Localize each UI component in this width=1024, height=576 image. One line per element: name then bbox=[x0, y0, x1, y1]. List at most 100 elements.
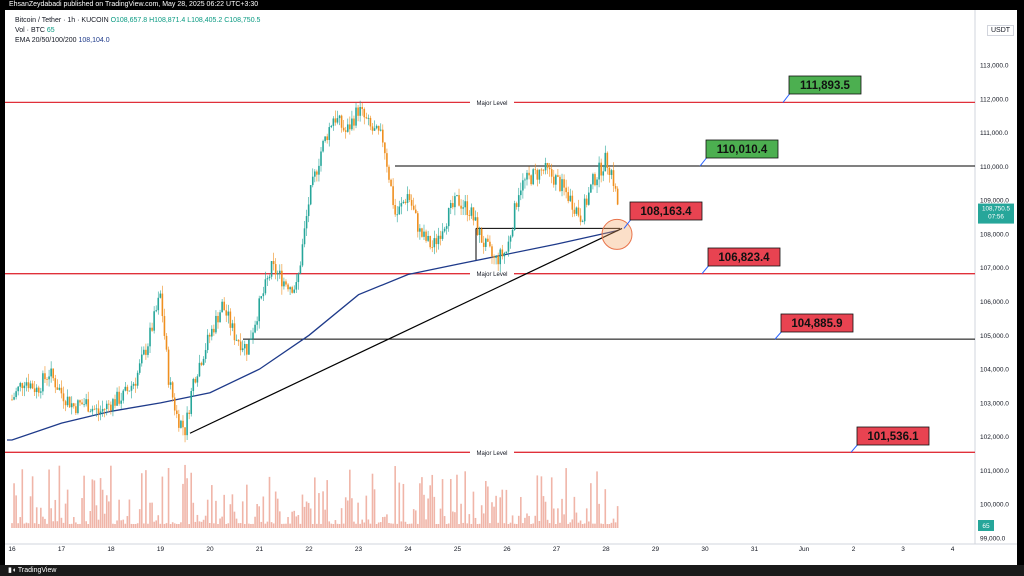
candle-body bbox=[35, 387, 38, 393]
volume-bar bbox=[515, 523, 518, 528]
volume-bar bbox=[258, 506, 260, 528]
volume-bar bbox=[365, 495, 368, 528]
candle-body bbox=[58, 387, 61, 390]
major-level-text: Major Level bbox=[476, 101, 507, 107]
volume-bar bbox=[503, 523, 506, 528]
volume-bars bbox=[11, 464, 619, 528]
volume-label: Vol · BTC bbox=[15, 27, 45, 34]
major-level-tag: Major Level bbox=[470, 448, 514, 457]
price-tick-label: 109,000.0 bbox=[980, 198, 1009, 205]
candle-body bbox=[173, 397, 176, 411]
volume-bar bbox=[159, 523, 162, 528]
candle-body bbox=[583, 198, 586, 222]
candle-body bbox=[134, 383, 137, 386]
volume-bar bbox=[151, 502, 153, 528]
candle-body bbox=[598, 162, 600, 180]
candle-body bbox=[476, 217, 479, 235]
candle-body bbox=[433, 238, 436, 248]
volume-bar bbox=[23, 523, 26, 528]
volume-bar bbox=[390, 523, 392, 528]
candle-body bbox=[297, 273, 300, 283]
time-tick-label: 2 bbox=[852, 546, 856, 553]
ema-legend[interactable]: EMA 20/50/100/200 108,104.0 bbox=[15, 36, 110, 46]
candle-body bbox=[266, 278, 269, 280]
candle-body bbox=[474, 217, 477, 221]
time-tick-label: 25 bbox=[454, 546, 462, 553]
volume-bar bbox=[153, 521, 155, 528]
candle-body bbox=[406, 194, 409, 203]
volume-bar bbox=[392, 523, 394, 528]
candle-body bbox=[40, 391, 42, 393]
volume-bar bbox=[215, 500, 217, 528]
candle-body bbox=[124, 386, 127, 391]
candle-body bbox=[526, 172, 528, 180]
candle-body bbox=[19, 383, 22, 387]
volume-bar bbox=[449, 479, 452, 528]
volume-bar bbox=[435, 523, 438, 528]
volume-bar bbox=[596, 471, 598, 528]
candle-body bbox=[252, 332, 254, 339]
volume-bar bbox=[283, 523, 285, 528]
candle-body bbox=[21, 383, 24, 389]
volume-bar bbox=[237, 523, 240, 528]
price-tick-label: 112,000.0 bbox=[980, 96, 1009, 103]
volume-bar bbox=[478, 523, 481, 528]
countdown-text: 07:56 bbox=[988, 214, 1004, 221]
volume-bar bbox=[466, 523, 469, 528]
footer-bar: ▮◖ TradingView bbox=[0, 565, 1024, 576]
volume-bar bbox=[495, 495, 497, 528]
volume-bar bbox=[464, 471, 466, 528]
volume-bar bbox=[509, 522, 512, 528]
candle-body bbox=[165, 335, 168, 350]
time-tick-label: 28 bbox=[602, 546, 610, 553]
candle-body bbox=[101, 408, 104, 412]
candle-body bbox=[559, 176, 561, 192]
candle-body bbox=[105, 403, 108, 410]
candle-body bbox=[596, 179, 598, 186]
time-tick-label: Jun bbox=[799, 546, 810, 553]
callout-box bbox=[788, 75, 862, 95]
volume-bar bbox=[344, 497, 347, 528]
candle-body bbox=[396, 214, 399, 216]
volume-bar bbox=[70, 523, 73, 528]
volume-bar bbox=[192, 502, 195, 528]
horizontal-levels: Major Level Major Level Major Level bbox=[5, 98, 975, 457]
candle-body bbox=[410, 199, 413, 206]
volume-legend[interactable]: Vol · BTC 65 bbox=[15, 26, 55, 36]
volume-bar bbox=[460, 503, 462, 528]
candle-body bbox=[328, 127, 331, 141]
volume-bar bbox=[260, 521, 263, 528]
callout-value: 101,536.1 bbox=[867, 431, 919, 443]
candle-body bbox=[503, 252, 506, 257]
volume-bar bbox=[550, 477, 553, 528]
time-tick-label: 22 bbox=[305, 546, 313, 553]
candle-body bbox=[264, 279, 267, 294]
candle-body bbox=[544, 162, 547, 171]
symbol-legend[interactable]: Bitcoin / Tether · 1h · KUCOIN O108,657.… bbox=[15, 16, 260, 26]
candle-body bbox=[326, 136, 328, 141]
candle-body bbox=[340, 115, 343, 128]
candle-body bbox=[309, 185, 312, 205]
callout-box bbox=[705, 139, 779, 159]
candle-body bbox=[449, 203, 452, 209]
candle-body bbox=[604, 152, 607, 172]
volume-bar bbox=[363, 522, 366, 528]
candle-body bbox=[120, 400, 122, 404]
candle-body bbox=[145, 349, 147, 355]
candle-body bbox=[155, 310, 157, 312]
major-level-tag-bg bbox=[470, 448, 514, 457]
volume-bar bbox=[600, 523, 602, 528]
candle-body bbox=[270, 261, 273, 277]
volume-bar bbox=[425, 519, 427, 528]
volume-bar bbox=[530, 523, 532, 528]
candle-body bbox=[211, 328, 213, 337]
tradingview-logo[interactable]: ▮◖ TradingView bbox=[8, 565, 56, 576]
time-tick-label: 16 bbox=[8, 546, 16, 553]
volume-bar bbox=[217, 523, 219, 528]
volume-bar bbox=[604, 489, 607, 528]
major-level-text: Major Level bbox=[476, 451, 507, 457]
volume-bar bbox=[239, 523, 242, 528]
candle-body bbox=[336, 118, 339, 123]
currency-button[interactable]: USDT bbox=[987, 25, 1015, 36]
level-callout: 106,823.4 bbox=[701, 247, 781, 274]
